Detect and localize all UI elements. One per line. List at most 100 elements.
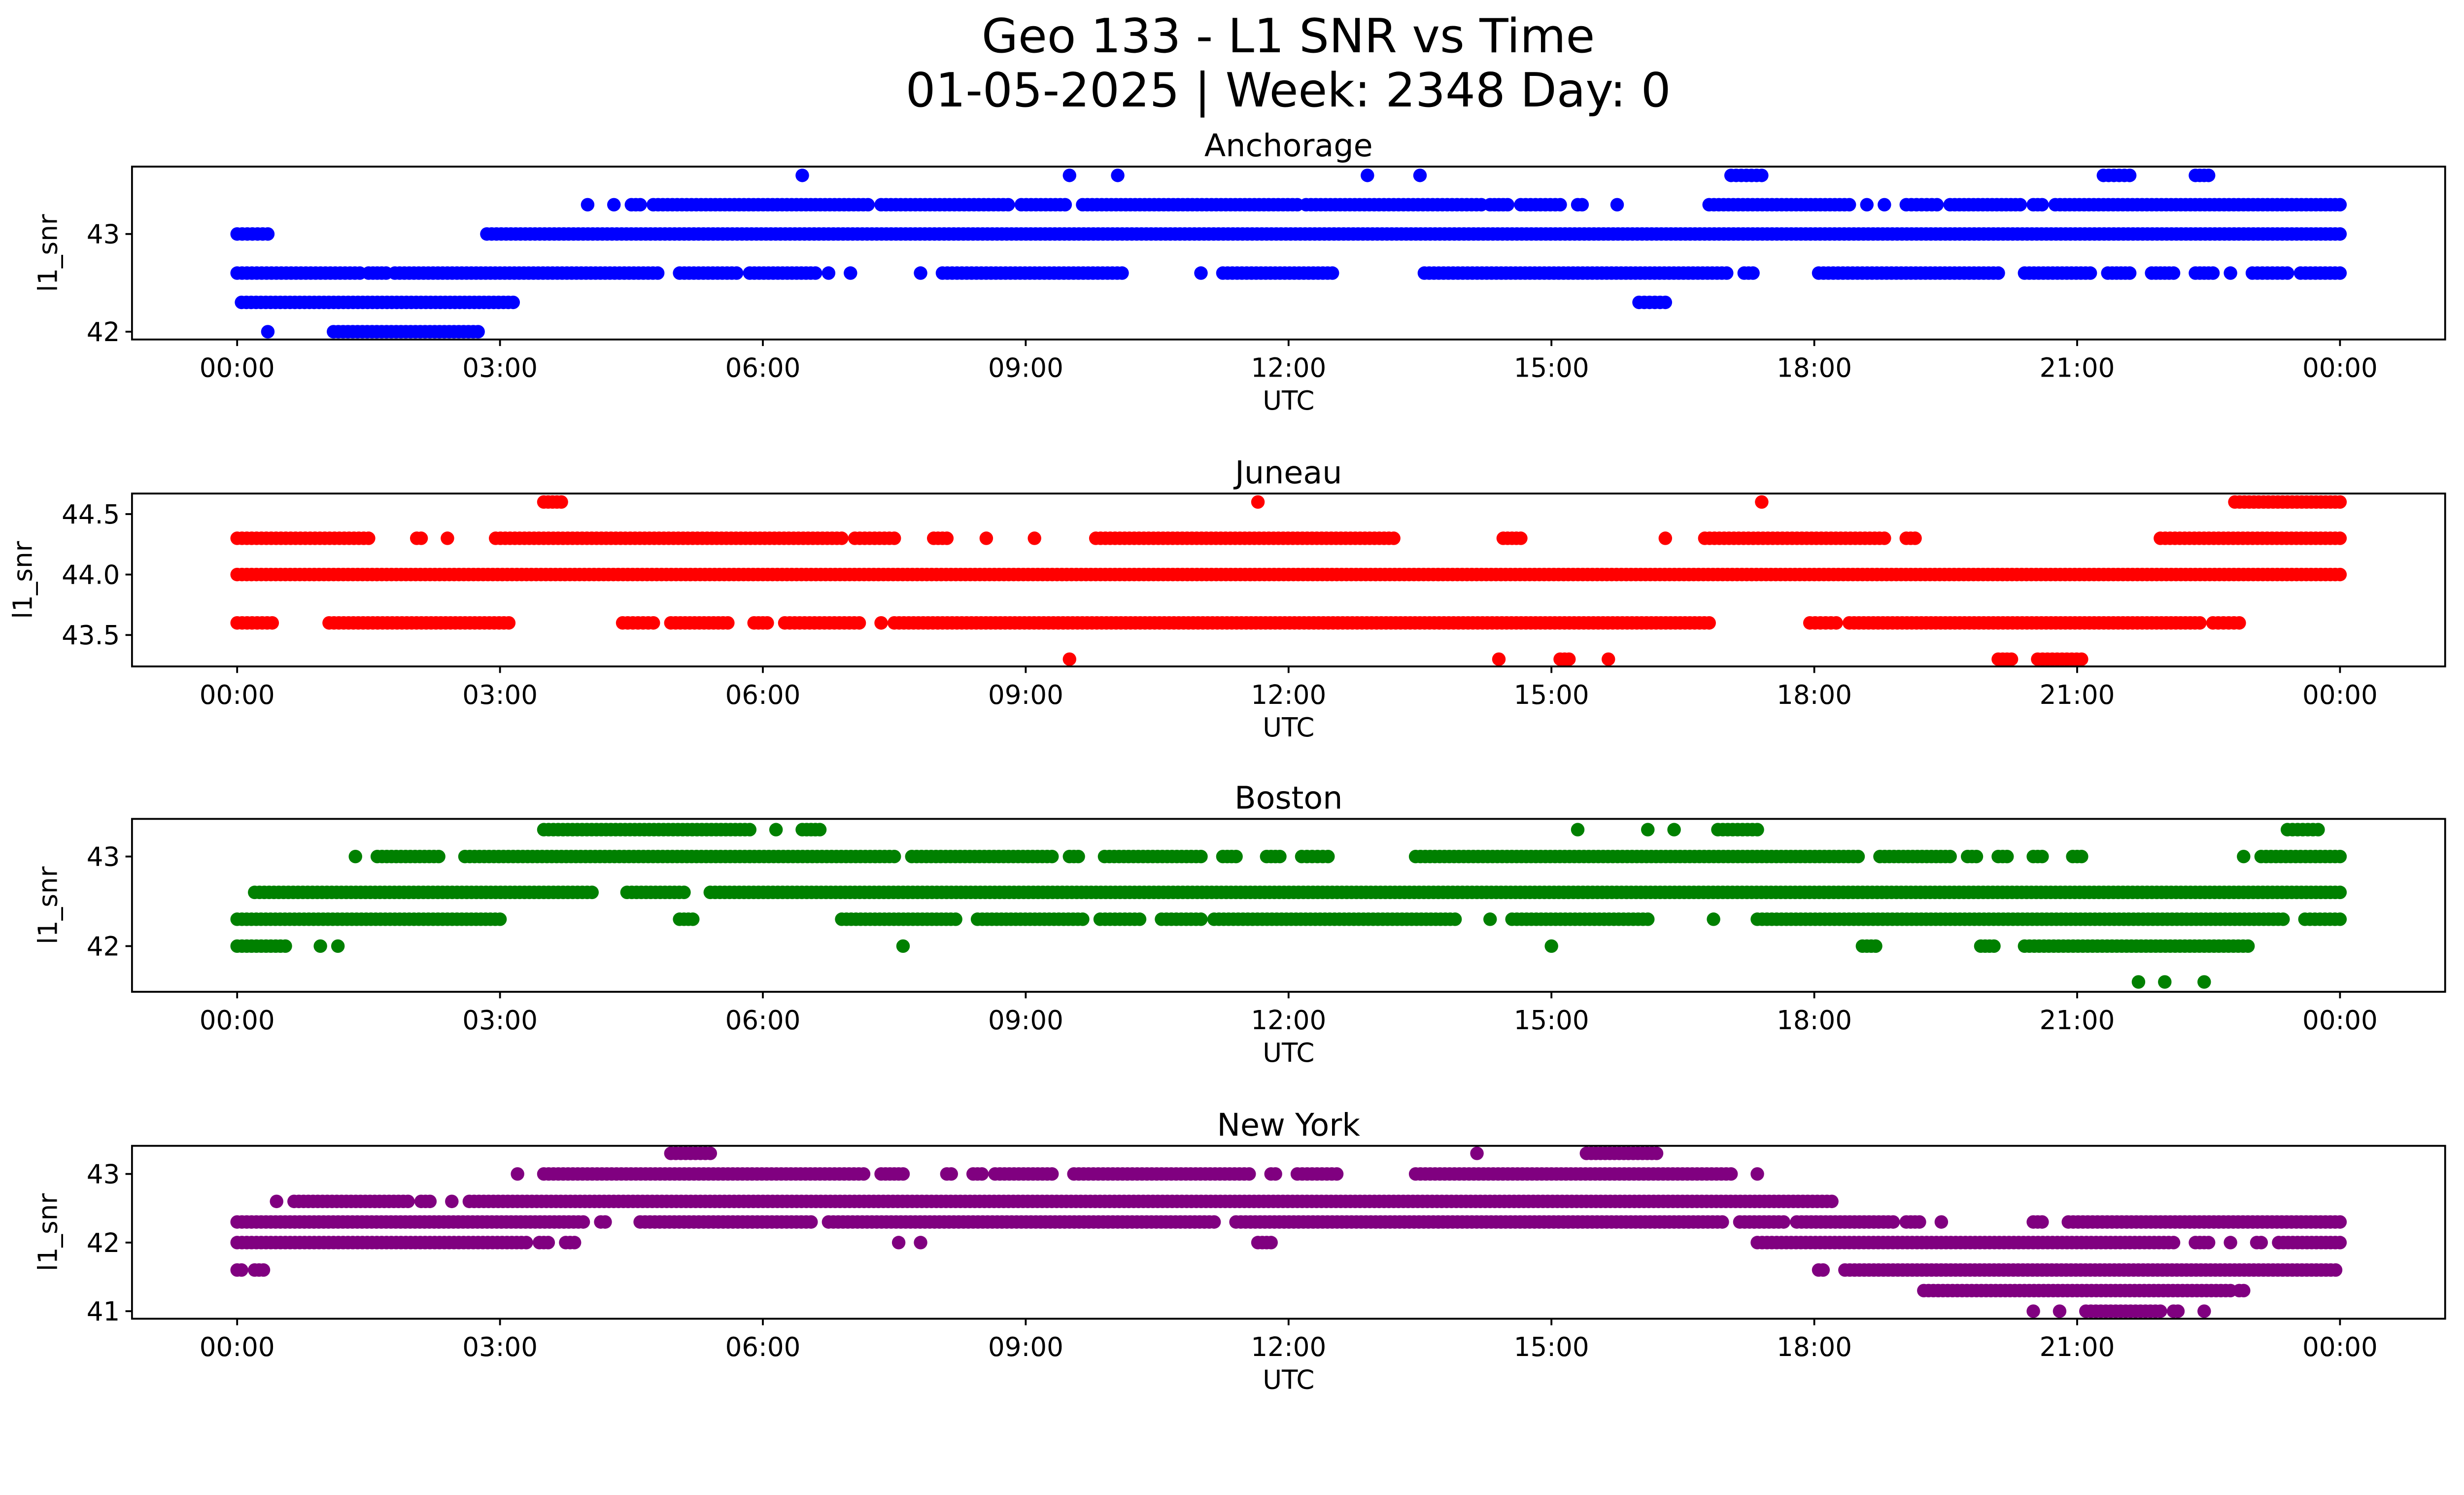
data-point — [1194, 849, 1208, 864]
data-point — [1111, 169, 1125, 182]
x-tick-label: 15:00 — [1514, 680, 1589, 710]
data-point — [1575, 198, 1589, 212]
data-point — [1330, 1167, 1344, 1181]
x-axis-label: UTC — [1263, 1364, 1314, 1395]
x-axis-label: UTC — [1263, 385, 1314, 416]
data-point — [1746, 266, 1760, 280]
data-point — [1076, 912, 1090, 926]
x-tick-label: 21:00 — [2040, 1332, 2115, 1362]
data-point — [235, 1263, 248, 1277]
data-point — [856, 1167, 871, 1181]
data-point — [835, 531, 849, 545]
data-point — [677, 885, 691, 900]
data-point — [1750, 1167, 1764, 1181]
x-tick-label: 06:00 — [725, 680, 801, 710]
data-point — [1991, 266, 2005, 280]
x-tick-label: 00:00 — [200, 1332, 275, 1362]
data-point — [1229, 849, 1243, 864]
data-point — [1878, 531, 1891, 545]
data-point — [1869, 939, 1882, 953]
data-point — [1908, 531, 1922, 545]
y-tick-label: 42 — [87, 317, 120, 348]
data-point — [2333, 885, 2347, 900]
data-point — [703, 1147, 718, 1160]
data-point — [2035, 849, 2049, 864]
x-tick-label: 06:00 — [725, 1005, 801, 1036]
data-point — [844, 266, 857, 280]
data-point — [743, 823, 757, 836]
data-point — [1194, 912, 1208, 926]
y-tick-label: 42 — [87, 931, 120, 962]
data-point — [261, 325, 275, 339]
data-point — [554, 495, 568, 509]
subplot-title: New York — [1217, 1107, 1361, 1143]
data-point — [2083, 266, 2097, 280]
data-point — [1058, 198, 1072, 212]
y-axis-label: l1_snr — [33, 214, 64, 292]
data-point — [493, 912, 507, 926]
data-point — [2280, 266, 2294, 280]
data-point — [2053, 1304, 2067, 1318]
x-tick-label: 00:00 — [2302, 680, 2378, 710]
data-point — [2000, 849, 2014, 864]
data-point — [1842, 198, 1856, 212]
data-point — [861, 198, 875, 212]
scatter-series — [230, 823, 2347, 989]
data-point — [795, 169, 809, 182]
data-point — [852, 616, 866, 630]
data-point — [633, 198, 647, 212]
data-point — [1816, 1263, 1830, 1277]
y-tick-label: 42 — [87, 1228, 120, 1258]
data-point — [445, 1194, 459, 1209]
data-point — [1930, 198, 1944, 212]
data-point — [2333, 531, 2347, 545]
data-point — [2237, 1284, 2251, 1298]
data-point — [2224, 1236, 2237, 1250]
data-point — [2333, 266, 2347, 280]
data-point — [1062, 652, 1077, 666]
data-point — [1649, 1147, 1664, 1160]
data-point — [1777, 1215, 1791, 1229]
x-tick-label: 15:00 — [1514, 1005, 1589, 1036]
x-tick-label: 00:00 — [2302, 353, 2378, 383]
data-point — [2026, 1304, 2040, 1318]
x-tick-label: 15:00 — [1514, 353, 1589, 383]
data-point — [2197, 975, 2211, 989]
data-point — [2131, 975, 2146, 989]
data-point — [2201, 169, 2216, 182]
subplot-title: Boston — [1234, 780, 1342, 816]
data-point — [1562, 652, 1576, 666]
data-point — [1851, 849, 1865, 864]
data-point — [2237, 849, 2251, 864]
data-point — [1132, 912, 1147, 926]
data-point — [914, 1236, 927, 1250]
y-tick-label: 43 — [87, 1159, 120, 1190]
figure-title: Geo 133 - L1 SNR vs Time — [982, 8, 1595, 64]
data-point — [1242, 1167, 1256, 1181]
data-point — [2035, 1215, 2049, 1229]
x-tick-label: 12:00 — [1251, 680, 1326, 710]
y-tick-label: 43 — [87, 842, 120, 872]
data-point — [598, 1215, 612, 1229]
data-point — [1001, 198, 1015, 212]
scatter-series — [230, 169, 2347, 339]
data-point — [769, 823, 783, 836]
x-tick-label: 03:00 — [462, 1005, 538, 1036]
data-point — [1207, 1215, 1221, 1229]
data-point — [760, 616, 774, 630]
y-axis-label: l1_snr — [7, 541, 38, 619]
data-point — [1829, 616, 1843, 630]
data-point — [401, 1194, 415, 1209]
data-point — [813, 823, 827, 836]
data-point — [2197, 1304, 2211, 1318]
data-point — [607, 198, 621, 212]
x-tick-label: 06:00 — [725, 353, 801, 383]
data-point — [1361, 169, 1374, 182]
data-point — [940, 531, 954, 545]
data-point — [1045, 849, 1059, 864]
data-point — [874, 616, 888, 630]
data-point — [2333, 849, 2347, 864]
